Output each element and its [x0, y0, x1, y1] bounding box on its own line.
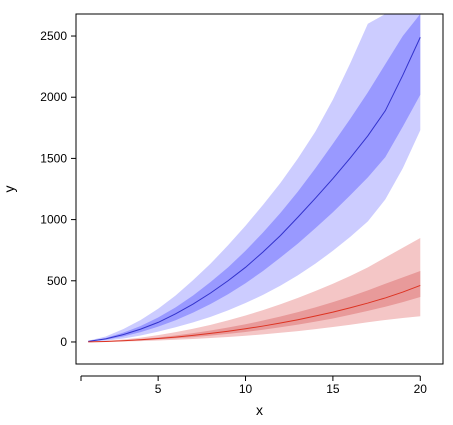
y-tick-label: 1000 — [40, 213, 67, 227]
series-0-median-line — [88, 37, 421, 342]
x-axis-title: x — [256, 402, 263, 418]
x-axis: 5 10 15 20 — [80, 375, 428, 396]
x-tick-label: 10 — [239, 382, 253, 396]
y-tick-label: 2000 — [40, 90, 67, 104]
y-axis: 0 500 1000 1500 2000 2500 — [40, 29, 76, 349]
y-tick-label: 500 — [47, 274, 67, 288]
x-tick-label: 15 — [326, 382, 340, 396]
x-tick-label: 20 — [414, 382, 428, 396]
y-tick-label: 0 — [60, 335, 67, 349]
series-0-inner-band — [88, 14, 421, 342]
y-tick-label: 1500 — [40, 151, 67, 165]
series-0-outer-band — [88, 14, 421, 342]
y-tick-label: 2500 — [40, 29, 67, 43]
lines-layer — [88, 37, 421, 343]
series-1-median-line — [88, 284, 421, 343]
y-axis-title: y — [1, 186, 17, 193]
x-tick-label: 5 — [155, 382, 162, 396]
plot-frame — [75, 13, 444, 365]
bands-layer — [88, 14, 421, 342]
